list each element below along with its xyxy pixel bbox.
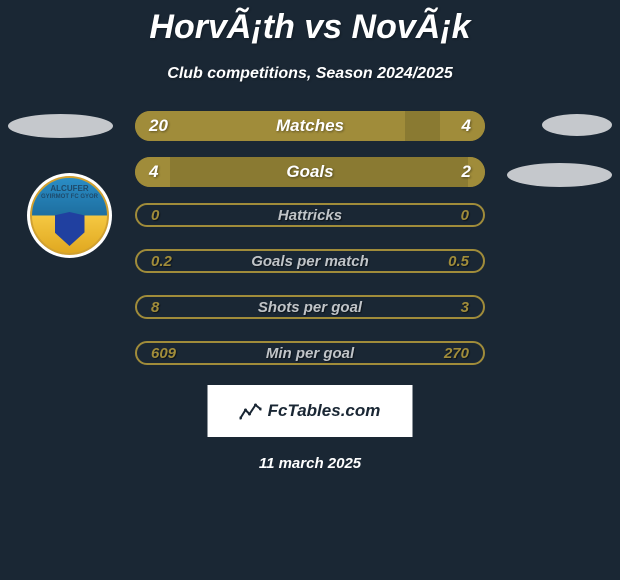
stat-row-hattricks: 0 Hattricks 0 bbox=[135, 203, 485, 227]
stat-right-value: 4 bbox=[462, 116, 471, 136]
stat-right-value: 2 bbox=[462, 162, 471, 182]
stat-left-value: 4 bbox=[149, 162, 158, 182]
stat-row-min-per-goal: 609 Min per goal 270 bbox=[135, 341, 485, 365]
stat-row-goals: 4 Goals 2 bbox=[135, 157, 485, 187]
bar-fill-left bbox=[135, 111, 405, 141]
stat-right-value: 270 bbox=[444, 345, 469, 362]
stat-label: Goals per match bbox=[251, 253, 369, 270]
stat-left-value: 609 bbox=[151, 345, 176, 362]
branding-box[interactable]: FcTables.com bbox=[208, 385, 413, 437]
club-badge-icon: ALCUFER GYIRMOT FC GYOR bbox=[27, 173, 112, 258]
stat-row-matches: 20 Matches 4 bbox=[135, 111, 485, 141]
season-subtitle: Club competitions, Season 2024/2025 bbox=[0, 65, 620, 83]
stat-left-value: 0 bbox=[151, 207, 159, 224]
stat-label: Min per goal bbox=[266, 345, 354, 362]
stat-row-shots-per-goal: 8 Shots per goal 3 bbox=[135, 295, 485, 319]
stat-right-value: 3 bbox=[461, 299, 469, 316]
stat-left-value: 20 bbox=[149, 116, 168, 136]
chart-icon bbox=[240, 400, 262, 422]
stat-left-value: 8 bbox=[151, 299, 159, 316]
stat-right-value: 0 bbox=[461, 207, 469, 224]
stat-left-value: 0.2 bbox=[151, 253, 172, 270]
player-left-placeholder-icon bbox=[8, 114, 113, 138]
player-right-placeholder-1-icon bbox=[542, 114, 612, 136]
comparison-title: HorvÃ¡th vs NovÃ¡k bbox=[0, 0, 620, 47]
stat-label: Goals bbox=[286, 162, 333, 182]
badge-line1: ALCUFER bbox=[32, 184, 107, 193]
stat-right-value: 0.5 bbox=[448, 253, 469, 270]
player-right-placeholder-2-icon bbox=[507, 163, 612, 187]
stats-container: 20Matches44Goals20Hattricks00.2Goals per… bbox=[135, 111, 485, 387]
badge-line2: GYIRMOT FC GYOR bbox=[32, 194, 107, 200]
stat-label: Matches bbox=[276, 116, 344, 136]
date-text: 11 march 2025 bbox=[259, 455, 361, 472]
badge-shield-icon bbox=[55, 212, 85, 246]
branding-text: FcTables.com bbox=[268, 401, 381, 421]
stat-label: Hattricks bbox=[278, 207, 342, 224]
stat-row-goals-per-match: 0.2 Goals per match 0.5 bbox=[135, 249, 485, 273]
stat-label: Shots per goal bbox=[258, 299, 362, 316]
